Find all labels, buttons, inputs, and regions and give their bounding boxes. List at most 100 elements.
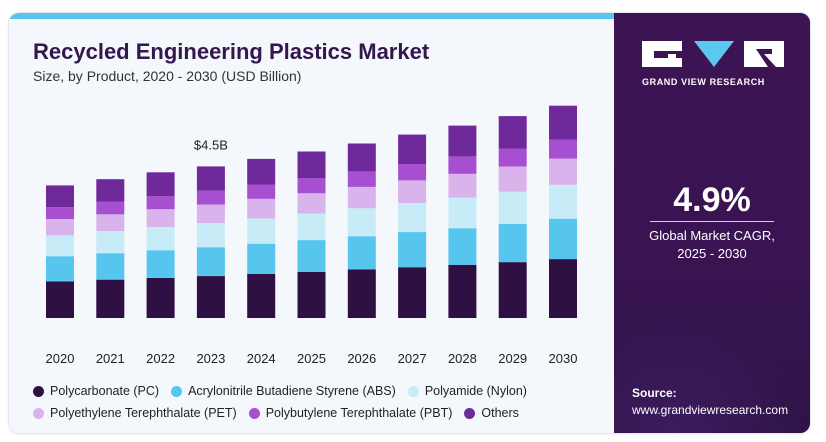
bar-segment-2020-5 bbox=[46, 207, 74, 219]
bar-segment-2026-2 bbox=[347, 236, 376, 270]
bar-segment-2030-1 bbox=[549, 259, 577, 318]
x-tick-label: 2022 bbox=[146, 351, 175, 366]
x-tick-label: 2027 bbox=[398, 351, 427, 366]
legend-swatch bbox=[464, 407, 476, 419]
chart-title: Recycled Engineering Plastics Market bbox=[33, 39, 430, 64]
bar-segment-2028-5 bbox=[448, 156, 477, 174]
x-tick-label: 2030 bbox=[549, 351, 578, 366]
legend-item: Polybutylene Terephthalate (PBT) bbox=[248, 406, 452, 420]
bar-segment-2021-2 bbox=[96, 253, 125, 280]
bar-segment-2027-6 bbox=[398, 134, 427, 164]
stacked-bar-chart: 2020 2021 2022 2023 $4.5B 2024 2025 2026 2027 202… bbox=[46, 105, 578, 366]
bar-segment-2020-1 bbox=[46, 281, 74, 318]
legend-item: Polyamide (Nylon) bbox=[407, 384, 527, 398]
bar-segment-2024-6 bbox=[247, 158, 276, 185]
x-tick-label: 2020 bbox=[46, 351, 75, 366]
bar-segment-2028-3 bbox=[448, 197, 477, 229]
bar-segment-2026-5 bbox=[347, 171, 376, 187]
bar-segment-2024-5 bbox=[247, 184, 276, 199]
bar-segment-2030-6 bbox=[549, 105, 577, 140]
cagr-divider bbox=[650, 221, 774, 222]
bar-segment-2027-5 bbox=[398, 164, 427, 181]
bar-segment-2022-2 bbox=[146, 250, 175, 278]
bar-segment-2029-6 bbox=[498, 116, 527, 149]
accent-bar bbox=[9, 13, 614, 19]
bar-segment-2025-1 bbox=[297, 271, 326, 318]
bar-segment-2030-3 bbox=[549, 184, 577, 219]
cagr-period: 2025 - 2030 bbox=[677, 246, 747, 261]
x-tick-label: 2023 bbox=[196, 351, 225, 366]
legend-row: Polycarbonate (PC) Acrylonitrile Butadien… bbox=[33, 380, 608, 402]
legend-label: Acrylonitrile Butadiene Styrene (ABS) bbox=[188, 384, 396, 398]
x-tick-label: 2029 bbox=[498, 351, 527, 366]
x-tick-label: 2026 bbox=[347, 351, 376, 366]
legend-label: Others bbox=[481, 406, 519, 420]
bar-segment-2024-4 bbox=[247, 198, 276, 219]
value-annotation: $4.5B bbox=[194, 137, 228, 152]
cagr-value: 4.9% bbox=[673, 181, 751, 219]
sidebar-background bbox=[614, 13, 810, 433]
legend-item: Others bbox=[464, 406, 519, 420]
bar-segment-2030-4 bbox=[549, 158, 577, 185]
legend-swatch bbox=[33, 385, 44, 397]
chart-panel: Recycled Engineering Plastics Market Siz… bbox=[9, 13, 614, 433]
bar-segment-2029-3 bbox=[498, 191, 527, 224]
bar-segment-2026-4 bbox=[347, 186, 376, 209]
legend-swatch bbox=[248, 407, 260, 419]
bar-segment-2021-1 bbox=[96, 279, 125, 318]
bar-segment-2021-4 bbox=[96, 214, 125, 232]
grand-view-research-logo-icon bbox=[642, 41, 784, 67]
bar-segment-2023-2 bbox=[196, 247, 225, 276]
bar-segment-2021-3 bbox=[96, 231, 125, 254]
source-link[interactable]: www.grandviewresearch.com bbox=[632, 403, 789, 417]
bar-segment-2027-4 bbox=[398, 180, 427, 203]
bar-segment-2020-6 bbox=[46, 185, 74, 208]
bar-segment-2022-5 bbox=[146, 196, 175, 210]
bar-segment-2025-5 bbox=[297, 178, 326, 194]
legend-item: Polyethylene Terephthalate (PET) bbox=[33, 406, 237, 420]
brand-name: GRAND VIEW RESEARCH bbox=[642, 77, 765, 87]
bar-segment-2030-5 bbox=[549, 139, 577, 159]
legend-label: Polyethylene Terephthalate (PET) bbox=[50, 406, 237, 420]
bar-segment-2026-6 bbox=[347, 143, 376, 172]
bar-segment-2021-5 bbox=[96, 201, 125, 215]
source-label: Source: bbox=[632, 386, 677, 400]
x-tick-label: 2021 bbox=[96, 351, 125, 366]
x-tick-label: 2028 bbox=[448, 351, 477, 366]
legend-row: Polyethylene Terephthalate (PET) Polybuty… bbox=[33, 402, 608, 424]
chart-subtitle: Size, by Product, 2020 - 2030 (USD Billi… bbox=[33, 68, 302, 84]
bar-segment-2029-1 bbox=[498, 262, 527, 318]
chart-legend: Polycarbonate (PC) Acrylonitrile Butadien… bbox=[33, 380, 608, 424]
legend-swatch bbox=[171, 385, 183, 397]
bar-segment-2028-6 bbox=[448, 125, 477, 157]
bar-segment-2028-2 bbox=[448, 228, 477, 265]
legend-swatch bbox=[407, 385, 419, 397]
bar-segment-2020-2 bbox=[46, 256, 74, 282]
bar-segment-2029-5 bbox=[498, 148, 527, 167]
bar-segment-2020-4 bbox=[46, 219, 74, 236]
bar-segment-2026-3 bbox=[347, 208, 376, 237]
bar-segment-2022-4 bbox=[146, 209, 175, 227]
bar-segment-2025-4 bbox=[297, 193, 326, 214]
sidebar-wave-decoration bbox=[614, 313, 810, 433]
bar-segment-2022-6 bbox=[146, 172, 175, 197]
bar-segment-2027-2 bbox=[398, 232, 427, 268]
bar-segment-2027-1 bbox=[398, 267, 427, 318]
x-tick-label: 2024 bbox=[247, 351, 276, 366]
bar-segment-2029-2 bbox=[498, 223, 527, 263]
bar-segment-2023-5 bbox=[196, 190, 225, 205]
legend-label: Polycarbonate (PC) bbox=[50, 384, 160, 398]
bar-segment-2021-6 bbox=[96, 179, 125, 202]
bar-segment-2025-3 bbox=[297, 213, 326, 241]
bar-segment-2023-1 bbox=[196, 276, 225, 318]
x-tick-label: 2025 bbox=[297, 351, 326, 366]
bar-segment-2023-6 bbox=[196, 166, 225, 191]
bar-segment-2024-3 bbox=[247, 218, 276, 244]
infographic-card: Recycled Engineering Plastics Market Siz… bbox=[9, 13, 810, 433]
bar-segment-2030-2 bbox=[549, 218, 577, 260]
bar-segment-2025-6 bbox=[297, 151, 326, 179]
bar-segment-2022-3 bbox=[146, 227, 175, 251]
bar-segment-2027-3 bbox=[398, 202, 427, 232]
legend-swatch bbox=[33, 407, 44, 419]
bar-segment-2028-1 bbox=[448, 264, 477, 318]
